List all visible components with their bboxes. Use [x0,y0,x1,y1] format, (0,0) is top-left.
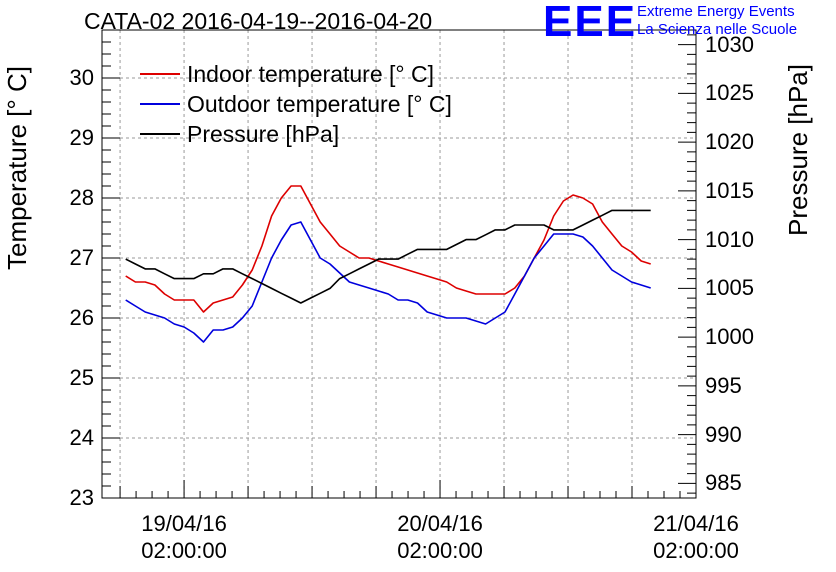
legend-item-pressure: Pressure [hPa] [140,119,452,149]
eee-logo: EEE [543,0,638,46]
legend-label-outdoor: Outdoor temperature [° C] [187,90,452,117]
y-tick-label: 28 [69,185,94,210]
x-tick-time: 02:00:00 [141,538,227,563]
x-tick-date: 19/04/16 [141,511,227,536]
logo-caption-line-1: Extreme Energy Events [637,3,795,20]
y-tick-label: 23 [69,485,94,510]
x-tick-label: 20/04/16 02:00:00 [370,510,510,564]
y2-tick-label: 990 [705,421,742,447]
x-tick-label: 21/04/16 02:00:00 [626,510,766,564]
series-line-0 [125,185,651,313]
legend-swatch-indoor [140,73,180,75]
y2-tick-label: 1030 [705,31,754,57]
y2-tick-label: 1015 [705,177,754,203]
chart-title: CATA-02 2016-04-19--2016-04-20 [84,8,433,34]
logo-caption: Extreme Energy Events La Scienza nelle S… [637,3,797,39]
y2-axis-title: Pressure [hPa] [783,64,813,236]
legend-item-outdoor: Outdoor temperature [° C] [140,89,452,119]
y-tick-label: 24 [69,425,94,450]
y2-tick-label: 1020 [705,129,754,155]
y-tick-label: 29 [69,125,94,150]
legend-swatch-outdoor [140,103,180,105]
x-tick-date: 20/04/16 [397,511,483,536]
legend-item-indoor: Indoor temperature [° C] [140,59,452,89]
x-tick-label: 19/04/16 02:00:00 [114,510,254,564]
legend: Indoor temperature [° C] Outdoor tempera… [140,59,452,149]
x-tick-time: 02:00:00 [653,538,739,563]
y-axis-title: Temperature [° C] [2,65,32,270]
y-tick-label: 25 [69,365,94,390]
legend-swatch-pressure [140,133,180,135]
y-tick-label: 27 [69,245,94,270]
x-tick-date: 21/04/16 [653,511,739,536]
logo-caption-line-2: La Scienza nelle Scuole [637,21,798,38]
series-line-1 [125,221,651,343]
legend-label-indoor: Indoor temperature [° C] [187,60,434,87]
y-tick-label: 30 [69,65,94,90]
x-tick-time: 02:00:00 [397,538,483,563]
legend-label-pressure: Pressure [hPa] [187,120,340,147]
plot-frame [101,29,697,499]
y2-tick-label: 995 [705,372,742,398]
y2-tick-label: 1010 [705,226,754,252]
y2-tick-label: 1025 [705,80,754,106]
y2-tick-label: 1000 [705,324,754,350]
series-line-2 [125,209,651,304]
y2-tick-label: 985 [705,470,742,496]
y-tick-label: 26 [69,305,94,330]
y2-tick-label: 1005 [705,275,754,301]
